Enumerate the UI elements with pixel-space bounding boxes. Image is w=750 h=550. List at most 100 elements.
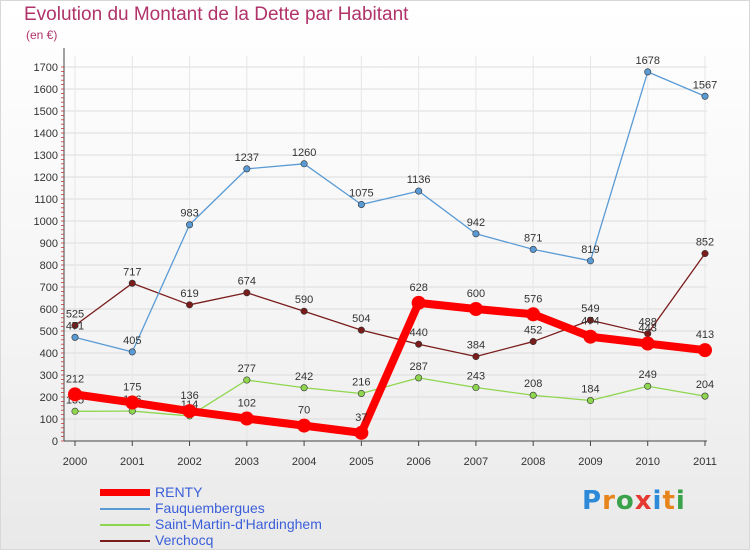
data-point bbox=[701, 92, 709, 100]
y-tick-label: 200 bbox=[40, 392, 58, 404]
data-label: 1678 bbox=[635, 55, 659, 67]
data-point bbox=[125, 395, 140, 410]
data-label: 452 bbox=[524, 325, 542, 337]
data-point bbox=[415, 187, 423, 195]
y-tick-label: 500 bbox=[40, 326, 58, 338]
data-point bbox=[297, 418, 312, 433]
y-tick-label: 1000 bbox=[34, 216, 58, 228]
y-tick-label: 300 bbox=[40, 370, 58, 382]
data-label: 474 bbox=[581, 316, 599, 328]
logo-letter: r bbox=[602, 486, 616, 516]
data-point bbox=[128, 279, 136, 287]
data-point bbox=[186, 301, 194, 309]
data-point bbox=[583, 329, 598, 344]
data-point bbox=[415, 374, 423, 382]
data-label: 204 bbox=[696, 379, 714, 391]
data-label: 443 bbox=[639, 323, 657, 335]
x-tick-label: 2011 bbox=[693, 456, 717, 468]
data-point bbox=[701, 250, 709, 258]
data-label: 600 bbox=[467, 288, 485, 300]
x-tick-label: 2002 bbox=[177, 456, 201, 468]
data-point bbox=[526, 307, 541, 322]
legend-swatch bbox=[100, 508, 150, 510]
data-point bbox=[357, 326, 365, 334]
series-line-Fauquembergues bbox=[74, 71, 706, 353]
y-tick-label: 800 bbox=[40, 260, 58, 272]
data-label: 216 bbox=[352, 376, 370, 388]
logo-letter: i bbox=[675, 486, 686, 516]
data-point bbox=[71, 333, 79, 341]
data-label: 549 bbox=[581, 303, 599, 315]
legend-label: Verchocq bbox=[155, 532, 214, 548]
data-label: 1260 bbox=[292, 147, 316, 159]
proxiti-logo: Proxiti bbox=[582, 486, 686, 516]
data-point bbox=[300, 307, 308, 315]
y-tick-label: 600 bbox=[40, 304, 58, 316]
y-tick-label: 100 bbox=[40, 414, 58, 426]
y-tick-label: 1200 bbox=[34, 172, 58, 184]
data-point bbox=[529, 245, 537, 253]
legend-label: Saint-Martin-d'Hardinghem bbox=[155, 516, 322, 532]
data-point bbox=[472, 384, 480, 392]
x-tick-label: 2009 bbox=[578, 456, 602, 468]
data-label: 488 bbox=[639, 317, 657, 329]
data-point bbox=[128, 348, 136, 356]
data-label: 942 bbox=[467, 217, 485, 229]
data-point bbox=[415, 340, 423, 348]
y-tick-label: 0 bbox=[52, 436, 58, 448]
y-tick-label: 1700 bbox=[34, 62, 58, 74]
data-point bbox=[640, 336, 655, 351]
data-label: 717 bbox=[123, 266, 141, 278]
data-label: 242 bbox=[295, 371, 313, 383]
data-label: 504 bbox=[352, 313, 370, 325]
data-point bbox=[182, 404, 197, 419]
data-label: 212 bbox=[66, 373, 84, 385]
data-point bbox=[644, 382, 652, 390]
data-label: 175 bbox=[123, 382, 141, 394]
logo-letter: x bbox=[634, 486, 653, 516]
data-label: 405 bbox=[123, 335, 141, 347]
data-label: 1237 bbox=[235, 152, 259, 164]
data-label: 1567 bbox=[693, 79, 717, 91]
series-line-Verchocq bbox=[74, 252, 706, 358]
data-label: 70 bbox=[298, 405, 310, 417]
data-point bbox=[300, 384, 308, 392]
y-tick-label: 1500 bbox=[34, 106, 58, 118]
y-tick-label: 700 bbox=[40, 282, 58, 294]
data-label: 619 bbox=[180, 288, 198, 300]
legend-swatch bbox=[100, 540, 150, 542]
y-tick-label: 400 bbox=[40, 348, 58, 360]
x-tick-label: 2003 bbox=[235, 456, 259, 468]
data-label: 102 bbox=[238, 398, 256, 410]
x-tick-label: 2006 bbox=[406, 456, 430, 468]
logo-letter: o bbox=[615, 486, 635, 516]
legend-swatch bbox=[100, 524, 150, 526]
data-label: 413 bbox=[696, 329, 714, 341]
chart-title: Evolution du Montant de la Dette par Hab… bbox=[24, 4, 409, 25]
data-point bbox=[354, 425, 369, 440]
data-point bbox=[68, 387, 82, 402]
data-point bbox=[472, 353, 480, 361]
x-tick-label: 2005 bbox=[349, 456, 373, 468]
data-point bbox=[644, 68, 652, 76]
data-label: 136 bbox=[180, 390, 198, 402]
legend-swatch bbox=[100, 489, 150, 496]
x-tick-label: 2010 bbox=[635, 456, 659, 468]
data-label: 590 bbox=[295, 294, 313, 306]
data-label: 208 bbox=[524, 378, 542, 390]
data-point bbox=[586, 397, 594, 405]
data-label: 871 bbox=[524, 232, 542, 244]
data-label: 249 bbox=[639, 369, 657, 381]
data-point bbox=[586, 316, 594, 324]
x-tick-label: 2004 bbox=[292, 456, 316, 468]
data-point bbox=[529, 338, 537, 346]
data-label: 277 bbox=[238, 363, 256, 375]
logo-letter: P bbox=[582, 486, 603, 516]
data-label: 471 bbox=[66, 320, 84, 332]
data-label: 852 bbox=[696, 237, 714, 249]
chart-subtitle: (en €) bbox=[26, 28, 58, 42]
data-label: 983 bbox=[180, 208, 198, 220]
y-tick-label: 1100 bbox=[34, 194, 58, 206]
legend-label: RENTY bbox=[155, 484, 203, 500]
logo-letter: t bbox=[662, 486, 676, 516]
